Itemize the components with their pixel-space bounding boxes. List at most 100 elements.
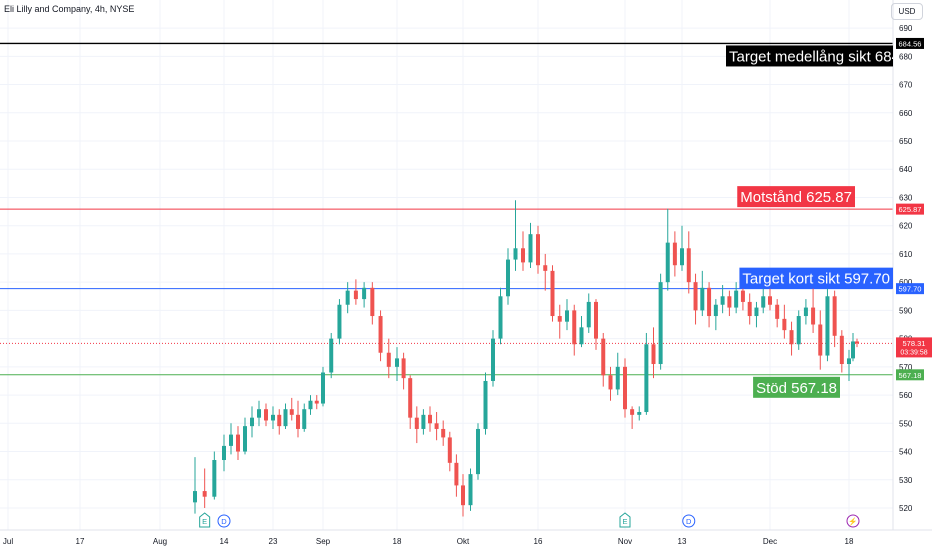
candle	[243, 417, 247, 455]
candle	[222, 434, 226, 472]
candle	[825, 287, 830, 362]
candle	[693, 273, 698, 325]
candle-body	[491, 338, 495, 381]
candle-body	[818, 324, 823, 356]
candle	[283, 403, 288, 429]
price-tick-label: 690	[899, 24, 913, 33]
target_short-axis-tag	[896, 283, 924, 295]
last-price-label: 578.31	[903, 339, 926, 348]
candle	[637, 406, 642, 421]
candle	[337, 299, 342, 345]
candle	[212, 451, 217, 500]
candle-body	[250, 417, 254, 427]
candle-body	[851, 341, 855, 359]
candle	[796, 310, 801, 350]
candle	[761, 287, 766, 314]
candle	[257, 400, 261, 427]
candle-body	[811, 307, 816, 325]
candle-body	[202, 491, 207, 497]
candle	[321, 366, 325, 407]
candle-body	[693, 282, 698, 311]
support-label-text: Stöd 567.18	[756, 380, 837, 397]
candle-body	[536, 234, 540, 266]
candle-body	[229, 434, 233, 446]
candle-body	[747, 301, 752, 317]
candle	[686, 231, 691, 294]
candle-body	[796, 316, 801, 345]
price-tick-label: 610	[899, 250, 913, 259]
candle	[586, 293, 591, 333]
candle-body	[672, 242, 677, 266]
candle	[680, 225, 684, 271]
candle-body	[855, 341, 859, 344]
candlesticks	[193, 200, 859, 517]
candle	[395, 347, 399, 381]
candle-body	[362, 287, 367, 300]
candle-body	[271, 414, 275, 421]
candle	[665, 208, 670, 291]
candle-body	[222, 445, 226, 461]
time-tick-label: Okt	[457, 537, 470, 546]
candle	[818, 310, 823, 370]
price-tick-label: 600	[899, 278, 913, 287]
candle	[378, 310, 383, 362]
candle-body	[761, 296, 766, 308]
candle	[362, 282, 367, 308]
event-markers: E D E D ⚡	[199, 512, 860, 528]
candle-body	[713, 304, 718, 317]
candle	[672, 231, 677, 277]
candle-body	[506, 259, 510, 297]
time-tick-label: 13	[678, 537, 687, 546]
candle	[579, 316, 584, 348]
support-axis-tag	[896, 369, 924, 381]
candle	[408, 375, 413, 429]
candle-body	[296, 414, 300, 429]
candle	[550, 265, 555, 322]
time-tick-label: Dec	[763, 537, 777, 546]
candle	[491, 330, 495, 387]
candle	[651, 327, 656, 379]
candle	[521, 231, 525, 271]
candle-body	[370, 287, 375, 317]
candle	[434, 412, 439, 441]
candle-body	[408, 378, 413, 418]
time-tick-label: Nov	[618, 537, 632, 546]
target-mid-text: Target medellång sikt 684.56	[729, 48, 921, 65]
time-axis[interactable]: Jul 17 Aug 14 23 Sep 18 Okt 16 Nov 13 Dec 18	[3, 537, 854, 546]
dividend-marker-label: D	[221, 517, 227, 526]
candle-body	[257, 409, 261, 418]
time-tick-label: 14	[220, 537, 229, 546]
candle-body	[314, 400, 319, 404]
candle-body	[378, 316, 383, 353]
candle	[461, 474, 465, 517]
candle-body	[513, 248, 518, 260]
candle-body	[644, 344, 649, 413]
target_mid-axis-tag	[896, 37, 924, 49]
candle-body	[528, 234, 533, 263]
candle-body	[236, 434, 240, 452]
currency-button[interactable]: USD	[891, 3, 923, 20]
target-short-label-text: Target kort sikt 597.70	[742, 271, 890, 288]
candle	[803, 299, 808, 325]
candle-body	[395, 358, 399, 367]
bar-countdown-label: 03:39:58	[900, 349, 927, 356]
candle	[832, 290, 837, 348]
candle-body	[579, 327, 584, 345]
candle-body	[193, 491, 197, 503]
candle-body	[775, 304, 780, 319]
candle-body	[768, 296, 772, 305]
candle-body	[321, 372, 325, 404]
price-axis[interactable]: 5205305405505605705805906006106206306406…	[0, 0, 932, 531]
candle-body	[212, 460, 217, 497]
dividend-marker: D	[682, 514, 696, 528]
candle	[250, 406, 254, 438]
time-tick-label: 23	[269, 537, 278, 546]
candle	[476, 423, 480, 480]
candle	[236, 426, 240, 461]
candle-body	[401, 358, 406, 379]
candle	[707, 282, 712, 328]
candle-body	[707, 287, 712, 317]
candle	[414, 406, 419, 444]
candle	[296, 400, 300, 438]
